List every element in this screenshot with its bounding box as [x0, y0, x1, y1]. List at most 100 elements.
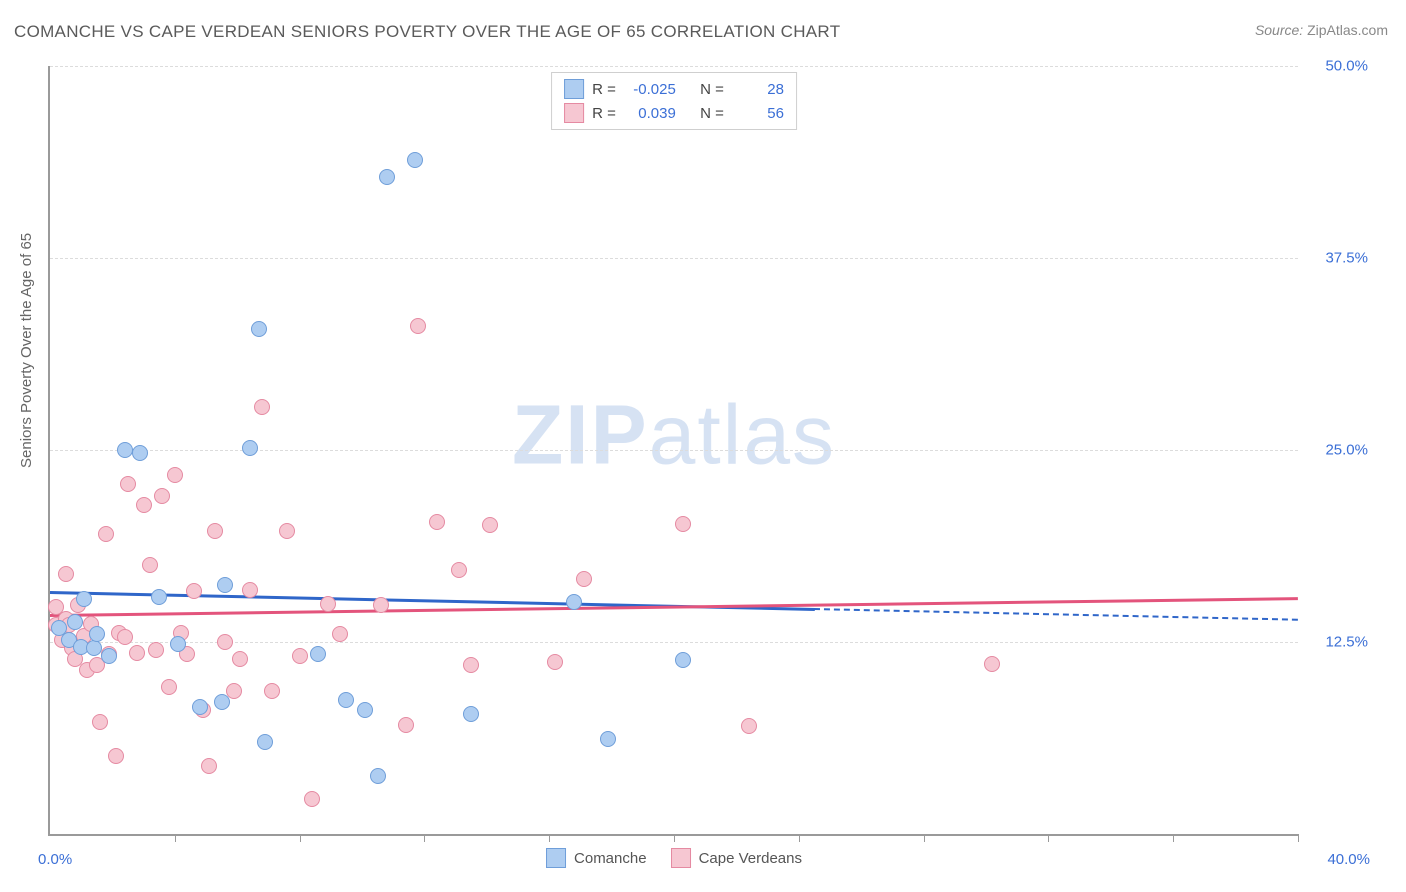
data-point-comanche	[86, 640, 102, 656]
legend-row-capeverdean: R = 0.039 N = 56	[564, 101, 784, 125]
x-tick	[300, 834, 301, 842]
data-point-capeverdean	[154, 488, 170, 504]
data-point-comanche	[76, 591, 92, 607]
r-label: R =	[592, 105, 616, 122]
data-point-capeverdean	[148, 642, 164, 658]
data-point-comanche	[242, 440, 258, 456]
data-point-comanche	[600, 731, 616, 747]
data-point-capeverdean	[142, 557, 158, 573]
x-tick	[1173, 834, 1174, 842]
data-point-comanche	[257, 734, 273, 750]
data-point-capeverdean	[675, 516, 691, 532]
x-tick	[175, 834, 176, 842]
x-tick	[674, 834, 675, 842]
data-point-comanche	[170, 636, 186, 652]
data-point-comanche	[101, 648, 117, 664]
data-point-capeverdean	[129, 645, 145, 661]
legend-label-capeverdean: Cape Verdeans	[699, 850, 802, 867]
data-point-capeverdean	[482, 517, 498, 533]
data-point-capeverdean	[58, 566, 74, 582]
chart-title: COMANCHE VS CAPE VERDEAN SENIORS POVERTY…	[14, 22, 840, 42]
data-point-comanche	[217, 577, 233, 593]
data-point-capeverdean	[254, 399, 270, 415]
data-point-capeverdean	[279, 523, 295, 539]
data-point-capeverdean	[201, 758, 217, 774]
correlation-legend: R = -0.025 N = 28 R = 0.039 N = 56	[551, 72, 797, 130]
data-point-capeverdean	[292, 648, 308, 664]
plot-area: ZIPatlas R = -0.025 N = 28 R = 0.039 N =…	[48, 66, 1298, 836]
data-point-capeverdean	[741, 718, 757, 734]
legend-item-capeverdean: Cape Verdeans	[671, 848, 802, 868]
data-point-capeverdean	[226, 683, 242, 699]
data-point-capeverdean	[92, 714, 108, 730]
series-legend: Comanche Cape Verdeans	[546, 848, 802, 868]
legend-label-comanche: Comanche	[574, 850, 647, 867]
data-point-capeverdean	[332, 626, 348, 642]
data-point-capeverdean	[232, 651, 248, 667]
swatch-capeverdean	[564, 103, 584, 123]
data-point-comanche	[132, 445, 148, 461]
y-tick-label: 37.5%	[1308, 250, 1368, 267]
data-point-capeverdean	[547, 654, 563, 670]
data-point-comanche	[338, 692, 354, 708]
watermark-zip: ZIP	[512, 387, 649, 481]
data-point-capeverdean	[136, 497, 152, 513]
n-value-comanche: 28	[732, 81, 784, 98]
gridline	[50, 66, 1298, 67]
x-tick	[424, 834, 425, 842]
data-point-capeverdean	[451, 562, 467, 578]
data-point-capeverdean	[98, 526, 114, 542]
data-point-comanche	[192, 699, 208, 715]
x-axis-max-label: 40.0%	[1327, 851, 1370, 868]
data-point-comanche	[379, 169, 395, 185]
swatch-comanche	[546, 848, 566, 868]
data-point-comanche	[463, 706, 479, 722]
data-point-capeverdean	[398, 717, 414, 733]
watermark-atlas: atlas	[649, 387, 836, 481]
data-point-comanche	[151, 589, 167, 605]
data-point-capeverdean	[120, 476, 136, 492]
data-point-capeverdean	[320, 596, 336, 612]
gridline	[50, 450, 1298, 451]
data-point-comanche	[251, 321, 267, 337]
y-axis-label: Seniors Poverty Over the Age of 65	[18, 233, 35, 468]
data-point-capeverdean	[373, 597, 389, 613]
data-point-capeverdean	[242, 582, 258, 598]
data-point-capeverdean	[161, 679, 177, 695]
data-point-capeverdean	[429, 514, 445, 530]
regression-line	[814, 608, 1298, 621]
data-point-capeverdean	[984, 656, 1000, 672]
y-tick-label: 25.0%	[1308, 442, 1368, 459]
data-point-comanche	[370, 768, 386, 784]
data-point-capeverdean	[186, 583, 202, 599]
x-axis-min-label: 0.0%	[38, 851, 72, 868]
r-value-comanche: -0.025	[624, 81, 676, 98]
data-point-comanche	[89, 626, 105, 642]
data-point-capeverdean	[167, 467, 183, 483]
x-tick	[1048, 834, 1049, 842]
data-point-comanche	[357, 702, 373, 718]
data-point-capeverdean	[207, 523, 223, 539]
gridline	[50, 642, 1298, 643]
data-point-capeverdean	[410, 318, 426, 334]
source-attribution: Source: ZipAtlas.com	[1255, 22, 1388, 38]
source-label: Source:	[1255, 22, 1303, 38]
n-label: N =	[700, 81, 724, 98]
data-point-capeverdean	[217, 634, 233, 650]
x-tick	[549, 834, 550, 842]
data-point-capeverdean	[108, 748, 124, 764]
y-tick-label: 50.0%	[1308, 58, 1368, 75]
swatch-comanche	[564, 79, 584, 99]
legend-row-comanche: R = -0.025 N = 28	[564, 77, 784, 101]
x-tick	[1298, 834, 1299, 842]
r-label: R =	[592, 81, 616, 98]
data-point-capeverdean	[576, 571, 592, 587]
watermark: ZIPatlas	[512, 386, 836, 483]
data-point-comanche	[407, 152, 423, 168]
y-tick-label: 12.5%	[1308, 634, 1368, 651]
data-point-comanche	[675, 652, 691, 668]
data-point-comanche	[566, 594, 582, 610]
x-tick	[924, 834, 925, 842]
r-value-capeverdean: 0.039	[624, 105, 676, 122]
data-point-comanche	[310, 646, 326, 662]
